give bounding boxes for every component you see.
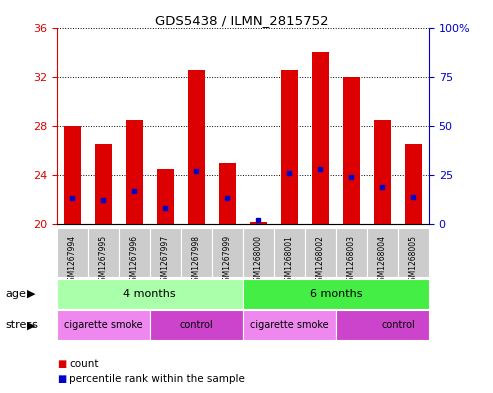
Bar (405, 144, 422, 224)
Bar (188, 70, 205, 224)
Bar (119, 228, 150, 277)
Bar (336, 228, 367, 277)
Text: GSM1268001: GSM1268001 (285, 235, 294, 286)
Bar (150, 228, 181, 277)
Text: control: control (179, 320, 213, 330)
Bar (181, 228, 212, 277)
Bar (243, 310, 336, 340)
Text: GSM1267999: GSM1267999 (223, 235, 232, 286)
Bar (243, 228, 274, 277)
Bar (126, 119, 143, 224)
Text: ▶: ▶ (27, 289, 35, 299)
Bar (250, 222, 267, 224)
Bar (57, 228, 88, 277)
Text: GSM1267996: GSM1267996 (130, 235, 139, 286)
Text: GSM1267994: GSM1267994 (68, 235, 77, 286)
Bar (219, 163, 236, 224)
Bar (343, 77, 360, 224)
Text: GSM1268002: GSM1268002 (316, 235, 325, 286)
Bar (57, 279, 243, 309)
Bar (212, 228, 243, 277)
Text: age: age (5, 289, 26, 299)
Text: ■: ■ (57, 358, 66, 369)
Bar (95, 144, 112, 224)
Text: ■: ■ (57, 374, 66, 384)
Bar (274, 228, 305, 277)
Text: GDS5438 / ILMN_2815752: GDS5438 / ILMN_2815752 (155, 14, 328, 27)
Text: GSM1268000: GSM1268000 (254, 235, 263, 286)
Text: GSM1267998: GSM1267998 (192, 235, 201, 286)
Text: control: control (381, 320, 415, 330)
Bar (281, 70, 298, 224)
Bar (305, 228, 336, 277)
Text: GSM1268003: GSM1268003 (347, 235, 356, 286)
Text: percentile rank within the sample: percentile rank within the sample (69, 374, 245, 384)
Bar (312, 52, 329, 224)
Bar (243, 279, 429, 309)
Text: GSM1268005: GSM1268005 (409, 235, 418, 286)
Bar (398, 228, 429, 277)
Text: GSM1268004: GSM1268004 (378, 235, 387, 286)
Bar (374, 119, 391, 224)
Text: stress: stress (5, 320, 38, 330)
Bar (64, 126, 81, 224)
Bar (88, 228, 119, 277)
Text: GSM1267997: GSM1267997 (161, 235, 170, 286)
Text: cigarette smoke: cigarette smoke (64, 320, 142, 330)
Text: 6 months: 6 months (310, 289, 362, 299)
Bar (57, 310, 150, 340)
Bar (367, 228, 398, 277)
Bar (150, 310, 243, 340)
Text: ▶: ▶ (27, 320, 35, 330)
Bar (336, 310, 429, 340)
Text: GSM1267995: GSM1267995 (99, 235, 108, 286)
Bar (157, 169, 174, 224)
Text: count: count (69, 358, 99, 369)
Text: 4 months: 4 months (123, 289, 176, 299)
Text: cigarette smoke: cigarette smoke (250, 320, 329, 330)
